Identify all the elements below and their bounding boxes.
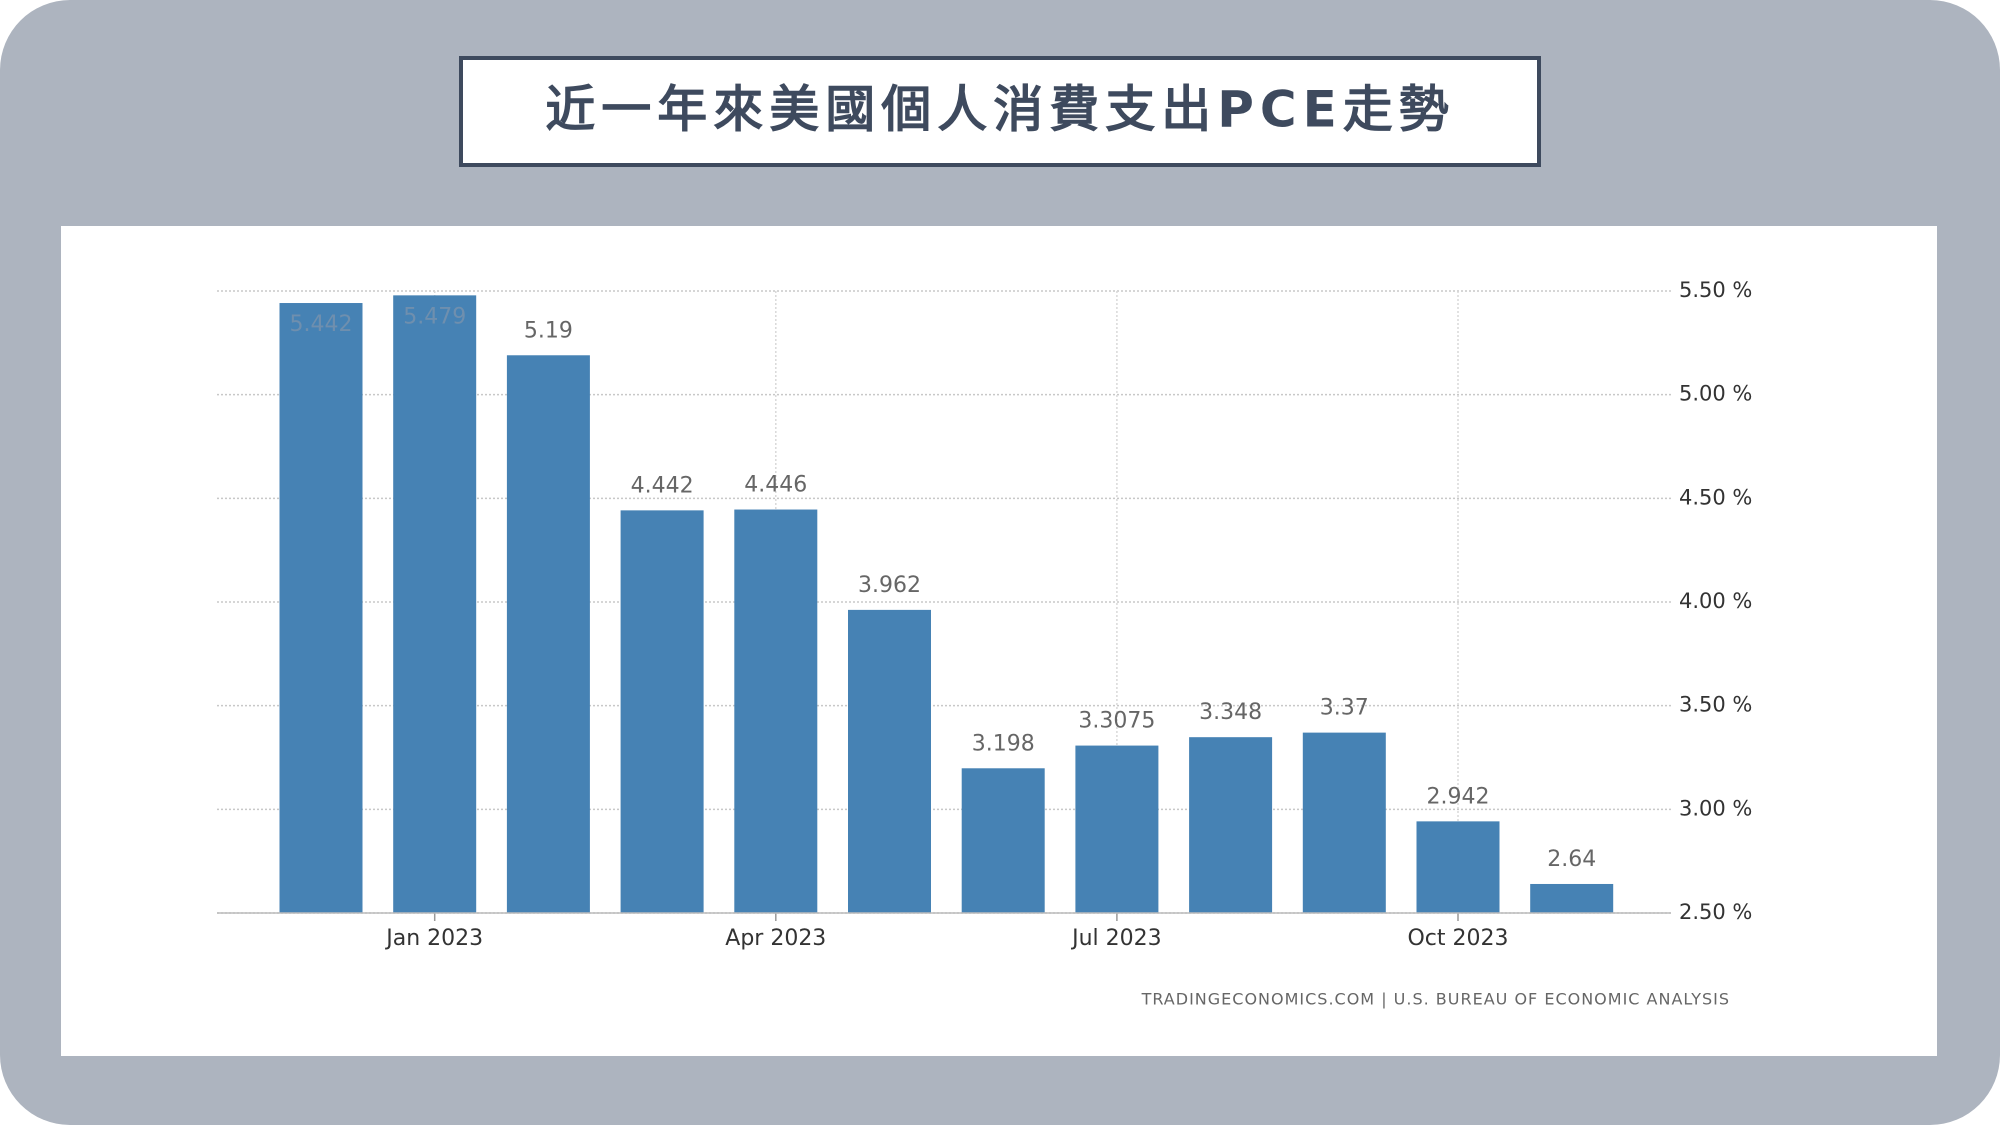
value-label: 3.37 [1320, 696, 1369, 721]
y-tick-label: 3.50 % [1679, 693, 1752, 717]
value-label: 3.3075 [1078, 709, 1155, 734]
y-tick-label: 4.00 % [1679, 589, 1752, 613]
value-label: 5.19 [524, 318, 573, 343]
bar [393, 295, 477, 913]
y-tick-label: 3.00 % [1679, 796, 1752, 820]
bar [734, 509, 818, 913]
bar [620, 510, 704, 913]
value-label: 4.446 [744, 473, 807, 498]
value-label: 2.942 [1427, 784, 1490, 809]
value-label: 3.198 [972, 731, 1035, 756]
x-tick-label: Jul 2023 [1070, 926, 1162, 951]
x-tick-label: Apr 2023 [725, 926, 826, 951]
chart-title: 近一年來美國個人消費支出PCE走勢 [545, 81, 1455, 139]
value-label: 4.442 [631, 473, 694, 498]
bar [279, 303, 363, 913]
value-label: 2.64 [1547, 847, 1596, 872]
bar [1302, 732, 1386, 913]
bar [1189, 737, 1273, 913]
y-tick-label: 5.00 % [1679, 382, 1752, 406]
value-label: 5.479 [403, 304, 466, 329]
bar [961, 768, 1045, 913]
bar [1075, 745, 1159, 913]
value-label: 5.442 [290, 312, 353, 337]
chart-panel [61, 226, 1937, 1056]
y-tick-label: 5.50 % [1679, 278, 1752, 302]
y-tick-label: 2.50 % [1679, 900, 1752, 924]
x-tick-label: Jan 2023 [384, 926, 483, 951]
value-label: 3.348 [1199, 700, 1262, 725]
bar [506, 355, 590, 914]
bar [1416, 821, 1500, 913]
y-tick-label: 4.50 % [1679, 485, 1752, 509]
x-tick-label: Oct 2023 [1407, 926, 1508, 951]
source: TRADINGECONOMICS.COM | U.S. BUREAU OF EC… [1141, 990, 1730, 1009]
value-label: 3.962 [858, 573, 921, 598]
bar [848, 609, 931, 913]
bar [1530, 883, 1614, 913]
title-box [459, 56, 1541, 167]
